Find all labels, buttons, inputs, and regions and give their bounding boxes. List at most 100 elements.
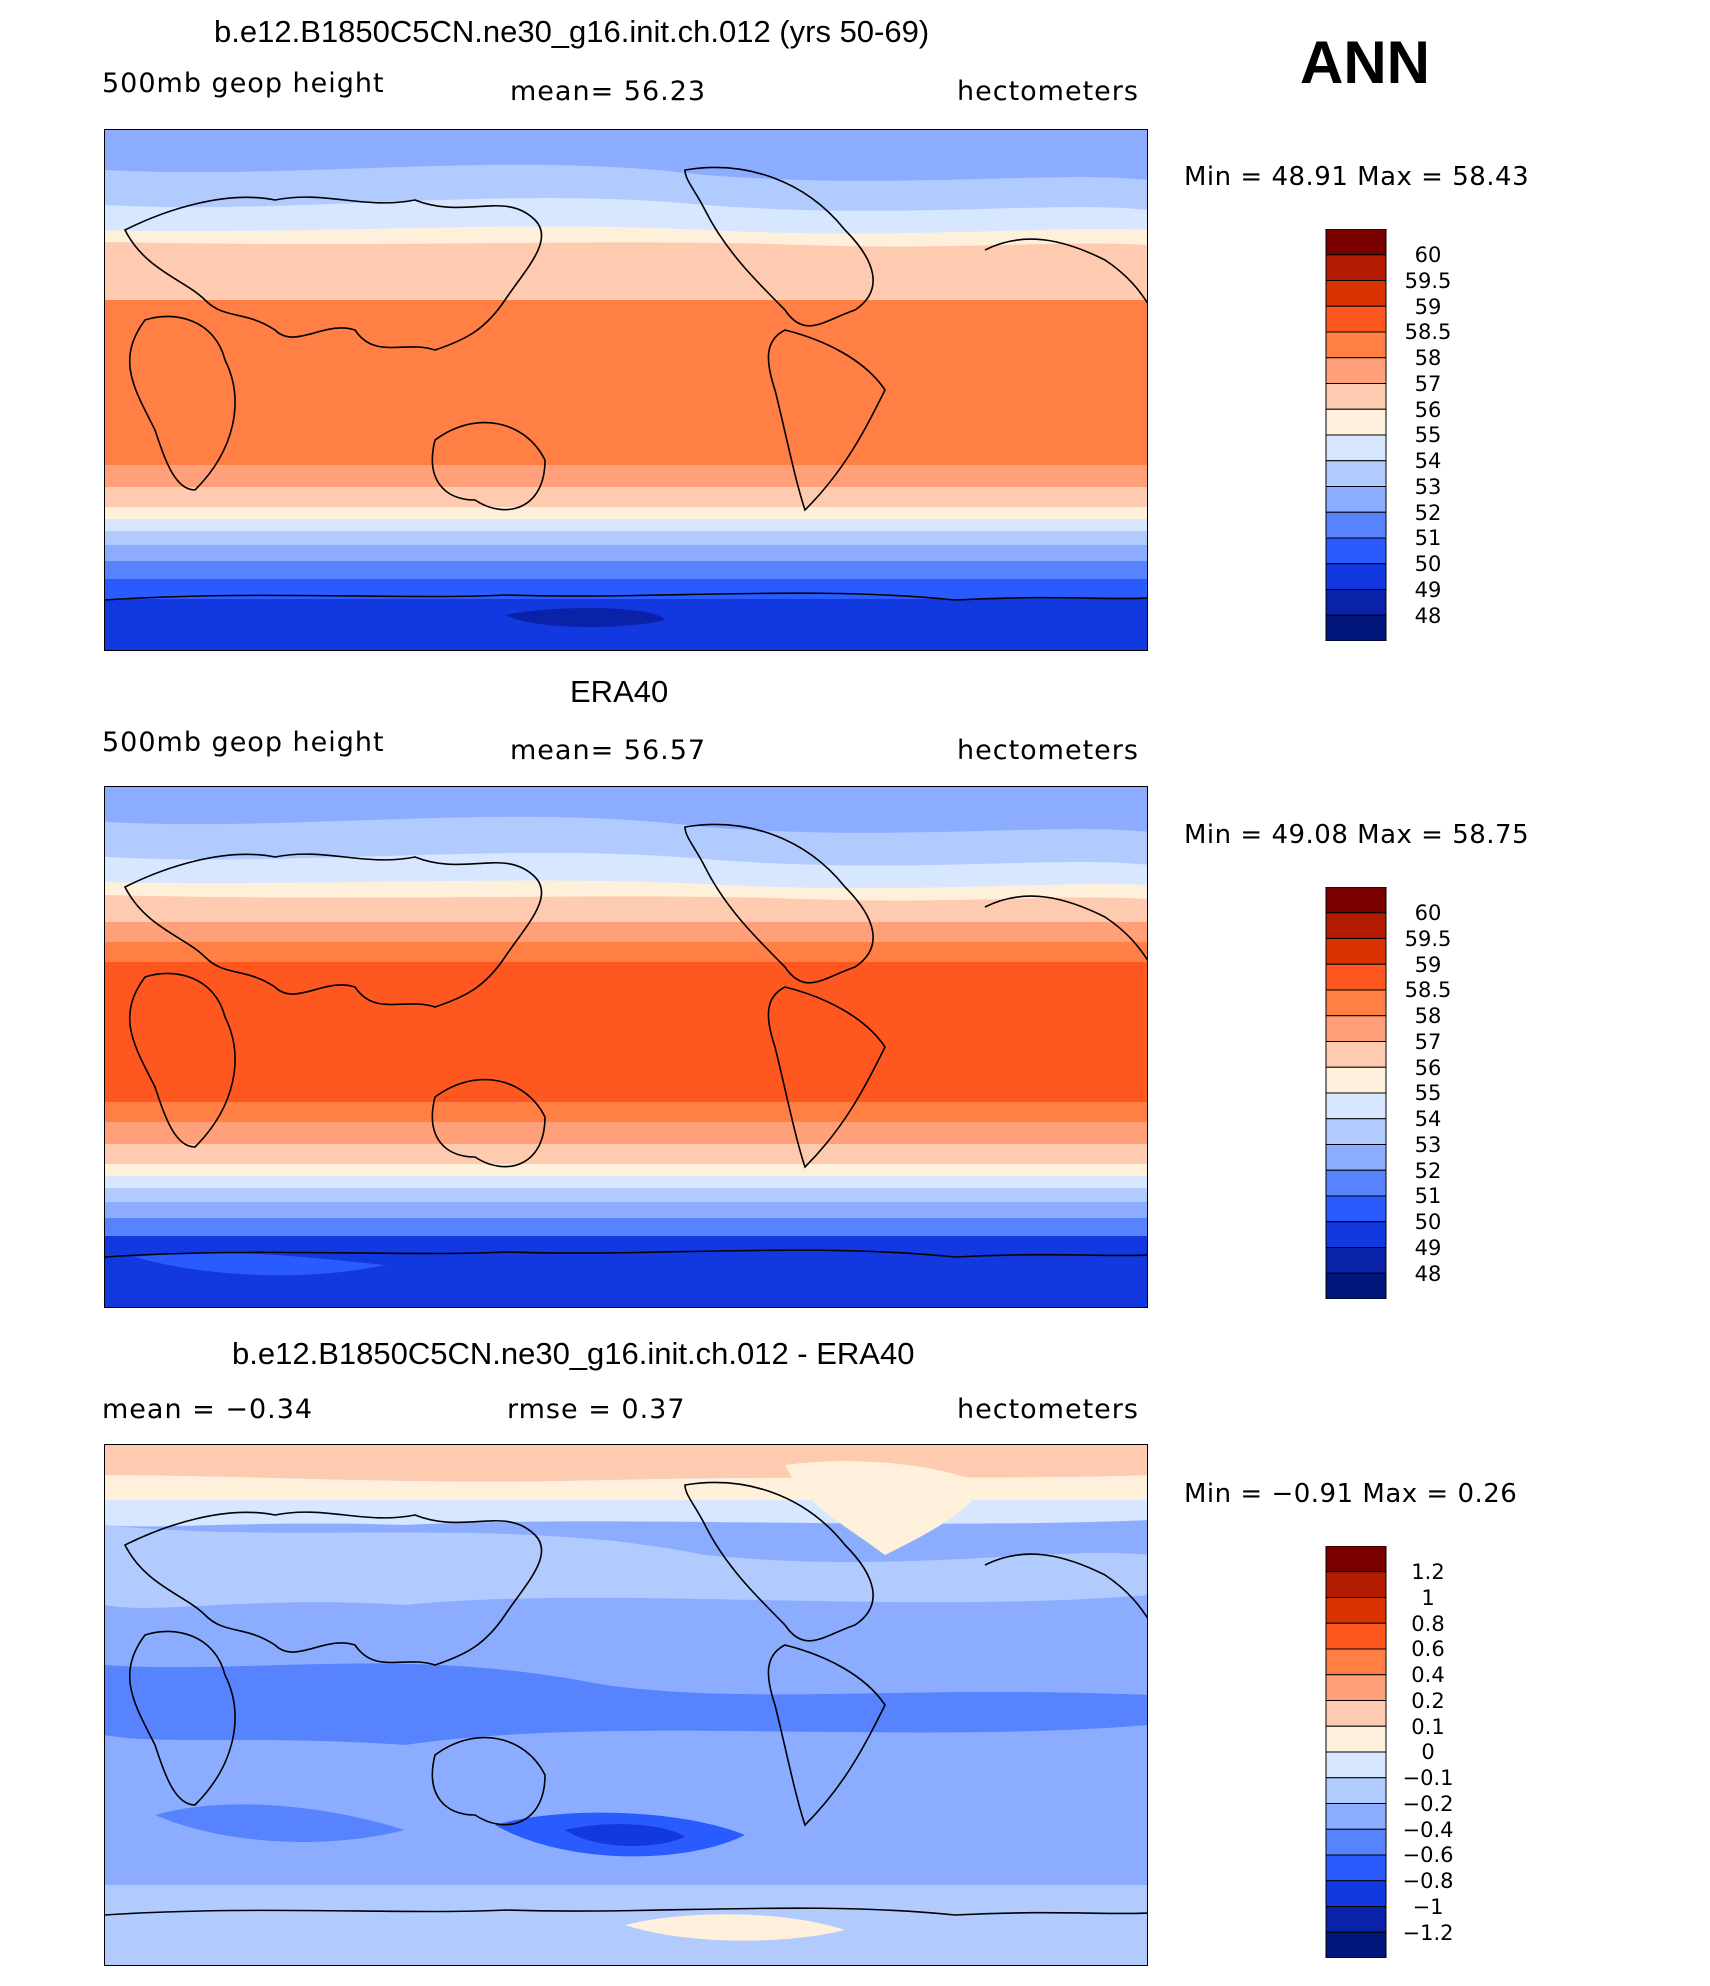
- colorbar-tick-label: −1.2: [1402, 1920, 1454, 1945]
- colorbar-tick-label: 60: [1414, 901, 1442, 925]
- colorbar-tick-label: 58: [1414, 1004, 1442, 1028]
- season-label: ANN: [1300, 29, 1430, 96]
- colorbar-tick-label: 0.6: [1411, 1637, 1445, 1662]
- colorbar-swatch: [1325, 511, 1387, 539]
- panel2-mean-label: mean= 56.57: [510, 735, 707, 766]
- panel3-title: b.e12.B1850C5CN.ne30_g16.init.ch.012 - E…: [232, 1336, 915, 1371]
- colorbar-tick-label: 52: [1414, 500, 1442, 525]
- colorbar-swatch: [1325, 1015, 1387, 1042]
- colorbar-tick-label: 0: [1421, 1740, 1435, 1765]
- colorbar-swatch: [1325, 1880, 1387, 1907]
- colorbar-tick-label: 51: [1414, 526, 1442, 551]
- panel1-title: b.e12.B1850C5CN.ne30_g16.init.ch.012 (yr…: [214, 14, 930, 49]
- panel2-colorbar-swatches: [1325, 886, 1387, 1300]
- colorbar-swatch: [1325, 460, 1387, 487]
- colorbar-swatch: [1325, 614, 1387, 642]
- panel2-units-label: hectometers: [957, 735, 1139, 766]
- colorbar-swatch: [1325, 383, 1387, 410]
- colorbar-swatch: [1325, 228, 1387, 256]
- colorbar-tick-label: −0.4: [1402, 1817, 1454, 1842]
- panel3-rmse-label: rmse = 0.37: [507, 1394, 686, 1425]
- colorbar-swatch: [1325, 1247, 1387, 1274]
- colorbar-swatch: [1325, 1674, 1387, 1701]
- colorbar-swatch: [1325, 280, 1387, 307]
- panel3-colorbar-swatches: [1325, 1545, 1387, 1959]
- panel1-contour-plot: [105, 130, 1147, 650]
- colorbar-swatch: [1325, 1066, 1387, 1094]
- colorbar-swatch: [1325, 434, 1387, 462]
- panel1-minmax: Min = 48.91 Max = 58.43: [1184, 162, 1530, 192]
- colorbar-tick-label: 50: [1414, 1210, 1442, 1234]
- colorbar-tick-label: −0.6: [1402, 1843, 1454, 1868]
- colorbar-tick-label: −1: [1412, 1894, 1444, 1919]
- colorbar-swatch: [1325, 886, 1387, 914]
- panel2-map: [104, 786, 1148, 1308]
- colorbar-tick-label: 49: [1414, 577, 1442, 602]
- colorbar-swatch: [1325, 563, 1387, 590]
- panel1-colorbar-swatches: [1325, 228, 1387, 642]
- panel3-contour-plot: [105, 1445, 1147, 1965]
- colorbar-tick-label: 56: [1414, 397, 1442, 422]
- colorbar-swatch: [1325, 963, 1387, 991]
- panel3-units-label: hectometers: [957, 1394, 1139, 1425]
- colorbar-swatch: [1325, 1854, 1387, 1882]
- panel1-mean-label: mean= 56.23: [510, 76, 707, 107]
- colorbar-swatch: [1325, 1092, 1387, 1120]
- colorbar-tick-label: 0.4: [1411, 1663, 1445, 1687]
- colorbar-tick-label: 60: [1414, 243, 1442, 267]
- colorbar-swatch: [1325, 912, 1387, 939]
- colorbar-tick-label: 56: [1414, 1055, 1442, 1080]
- panel1-colorbar: [1325, 228, 1387, 646]
- colorbar-swatch: [1325, 331, 1387, 359]
- colorbar-tick-label: 53: [1414, 474, 1442, 499]
- colorbar-tick-label: 48: [1414, 603, 1442, 628]
- colorbar-swatch: [1325, 1144, 1387, 1171]
- colorbar-tick-label: 57: [1414, 371, 1442, 396]
- colorbar-tick-label: 48: [1414, 1261, 1442, 1286]
- colorbar-tick-label: 59.5: [1404, 926, 1452, 951]
- colorbar-swatch: [1325, 1700, 1387, 1727]
- colorbar-swatch: [1325, 1931, 1387, 1959]
- colorbar-tick-label: 50: [1414, 552, 1442, 576]
- panel2-variable-label: 500mb geop height: [102, 727, 385, 758]
- colorbar-swatch: [1325, 1777, 1387, 1804]
- colorbar-tick-label: 57: [1414, 1029, 1442, 1054]
- colorbar-swatch: [1325, 305, 1387, 333]
- colorbar-swatch: [1325, 1803, 1387, 1830]
- colorbar-tick-label: 53: [1414, 1132, 1442, 1157]
- colorbar-swatch: [1325, 1725, 1387, 1753]
- panel2-colorbar: [1325, 886, 1387, 1304]
- colorbar-swatch: [1325, 357, 1387, 384]
- colorbar-swatch: [1325, 1169, 1387, 1197]
- colorbar-tick-label: 52: [1414, 1158, 1442, 1183]
- colorbar-tick-label: 1: [1421, 1585, 1435, 1610]
- colorbar-swatch: [1325, 1648, 1387, 1676]
- colorbar-tick-label: 59.5: [1404, 268, 1452, 293]
- colorbar-swatch: [1325, 1195, 1387, 1223]
- colorbar-tick-label: 0.1: [1411, 1714, 1445, 1739]
- colorbar-swatch: [1325, 486, 1387, 513]
- panel1-map: [104, 129, 1148, 651]
- colorbar-swatch: [1325, 1221, 1387, 1248]
- colorbar-tick-label: 58.5: [1404, 320, 1452, 345]
- colorbar-tick-label: −0.1: [1402, 1766, 1454, 1790]
- colorbar-swatch: [1325, 1041, 1387, 1068]
- colorbar-swatch: [1325, 1571, 1387, 1598]
- colorbar-tick-label: 0.2: [1411, 1688, 1445, 1713]
- colorbar-tick-label: 58: [1414, 346, 1442, 370]
- colorbar-tick-label: 49: [1414, 1235, 1442, 1260]
- colorbar-swatch: [1325, 1622, 1387, 1650]
- panel2-title: ERA40: [570, 674, 669, 709]
- colorbar-tick-label: −0.8: [1402, 1869, 1454, 1893]
- panel3-minmax: Min = −0.91 Max = 0.26: [1184, 1479, 1518, 1509]
- colorbar-tick-label: −0.2: [1402, 1791, 1454, 1816]
- panel3-mean-label: mean = −0.34: [102, 1394, 314, 1425]
- panel2-minmax: Min = 49.08 Max = 58.75: [1184, 820, 1530, 850]
- colorbar-swatch: [1325, 408, 1387, 436]
- panel3-colorbar: [1325, 1545, 1387, 1963]
- colorbar-swatch: [1325, 1906, 1387, 1933]
- colorbar-tick-label: 55: [1414, 1081, 1442, 1106]
- colorbar-swatch: [1325, 1751, 1387, 1779]
- colorbar-tick-label: 0.8: [1411, 1611, 1445, 1636]
- colorbar-swatch: [1325, 1597, 1387, 1624]
